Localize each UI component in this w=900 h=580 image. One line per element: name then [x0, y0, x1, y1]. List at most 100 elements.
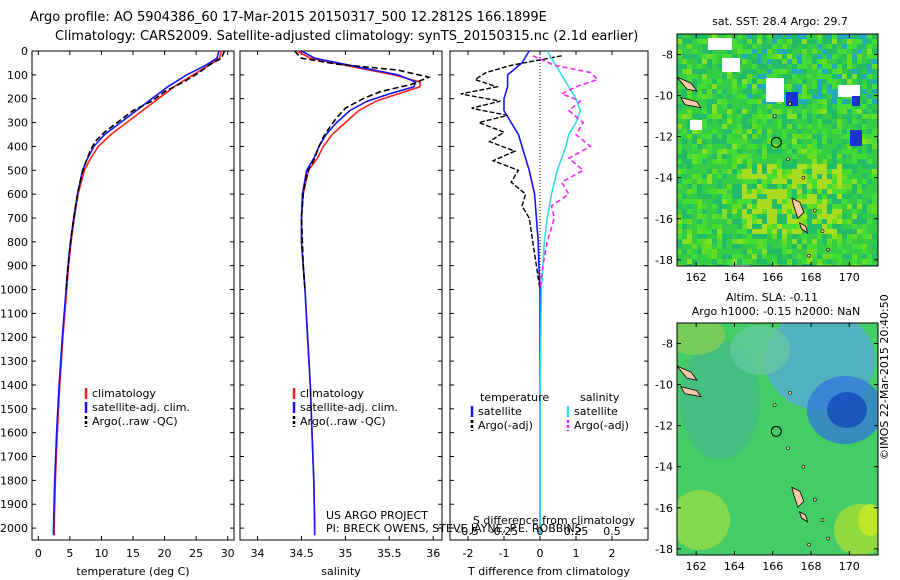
islet — [786, 446, 790, 451]
sst-cell — [687, 109, 692, 114]
sst-cell — [827, 174, 832, 179]
sst-cell — [837, 174, 842, 179]
sst-cell — [742, 114, 747, 119]
sst-cell — [737, 189, 742, 194]
sst-cell — [812, 74, 817, 79]
sst-cell — [837, 144, 842, 149]
sst-cell — [752, 214, 757, 219]
map-field — [677, 323, 878, 555]
sst-cell — [857, 34, 862, 39]
sst-cell — [732, 54, 737, 59]
sst-cell — [817, 144, 822, 149]
sst-cell — [777, 139, 782, 144]
sst-cell — [787, 259, 792, 264]
sst-cell — [867, 244, 872, 249]
sst-cell — [702, 124, 707, 129]
islet — [820, 229, 825, 233]
sst-cell — [737, 94, 742, 99]
sst-cell — [797, 234, 802, 239]
sst-cell — [822, 144, 827, 149]
sst-cell — [812, 219, 817, 224]
sst-cell — [732, 209, 737, 214]
sst-cell — [792, 224, 797, 229]
sst-cell — [857, 239, 862, 244]
sst-cell — [817, 259, 822, 264]
sst-cell — [762, 259, 767, 264]
sst-cell — [707, 169, 712, 174]
sst-cell — [727, 149, 732, 154]
sst-cell — [757, 169, 762, 174]
sst-cell — [772, 174, 777, 179]
series-t-satellite — [503, 51, 541, 536]
sst-cell — [767, 144, 772, 149]
sst-cell — [817, 244, 822, 249]
sst-cell — [712, 104, 717, 109]
sst-cell — [777, 209, 782, 214]
sst-cell — [842, 79, 847, 84]
sst-cell — [807, 129, 812, 134]
island — [791, 197, 805, 219]
sst-cell — [752, 204, 757, 209]
sst-cell — [832, 139, 837, 144]
sst-cell — [842, 189, 847, 194]
sst-cell — [812, 239, 817, 244]
sst-cell — [857, 194, 862, 199]
sst-cell — [867, 224, 872, 229]
sst-cell — [767, 254, 772, 259]
sst-cell — [842, 114, 847, 119]
sst-cell — [702, 164, 707, 169]
sst-cell — [717, 229, 722, 234]
sst-cell — [762, 109, 767, 114]
sst-cell — [757, 249, 762, 254]
sst-cell — [707, 259, 712, 264]
sst-cell — [737, 249, 742, 254]
sst-cell — [817, 199, 822, 204]
sst-cell — [677, 49, 682, 54]
sst-cell — [832, 124, 837, 129]
sst-cell — [782, 169, 787, 174]
sst-cell — [722, 114, 727, 119]
sst-cell — [677, 209, 682, 214]
sst-cell — [752, 179, 757, 184]
sst-cell — [862, 169, 867, 174]
sst-cell — [732, 44, 737, 49]
sst-cell — [707, 99, 712, 104]
sst-cell — [747, 69, 752, 74]
sst-cell — [817, 54, 822, 59]
sst-cell — [752, 84, 757, 89]
sst-cell — [822, 169, 827, 174]
sst-cell — [867, 164, 872, 169]
sst-cell — [867, 139, 872, 144]
sst-cell — [692, 204, 697, 209]
sst-cell — [787, 219, 792, 224]
sst-cell — [707, 184, 712, 189]
series-argo-raw-qc- — [65, 51, 226, 290]
sst-cell — [827, 119, 832, 124]
sst-cell — [727, 254, 732, 259]
sst-cell — [762, 229, 767, 234]
project-label: US ARGO PROJECT — [326, 509, 428, 522]
sst-cell — [792, 119, 797, 124]
sst-cell — [707, 64, 712, 69]
y-tick-label: 300 — [7, 117, 28, 130]
sst-cell — [682, 224, 687, 229]
sst-cell — [822, 264, 827, 266]
sst-cell — [797, 104, 802, 109]
sst-cell — [692, 114, 697, 119]
sst-cell — [722, 239, 727, 244]
sst-cell — [847, 54, 852, 59]
sst-cell — [742, 209, 747, 214]
sst-cell — [772, 154, 777, 159]
sst-cell — [712, 59, 717, 64]
sst-cell — [822, 234, 827, 239]
sst-cell — [737, 199, 742, 204]
sst-cell — [827, 54, 832, 59]
sst-cell — [682, 239, 687, 244]
sst-cell — [857, 49, 862, 54]
y-tick-label: 1000 — [0, 284, 28, 297]
sst-cell — [867, 54, 872, 59]
sst-cell — [707, 219, 712, 224]
sst-cell — [682, 64, 687, 69]
sst-cell — [807, 104, 812, 109]
sst-cell — [677, 169, 682, 174]
